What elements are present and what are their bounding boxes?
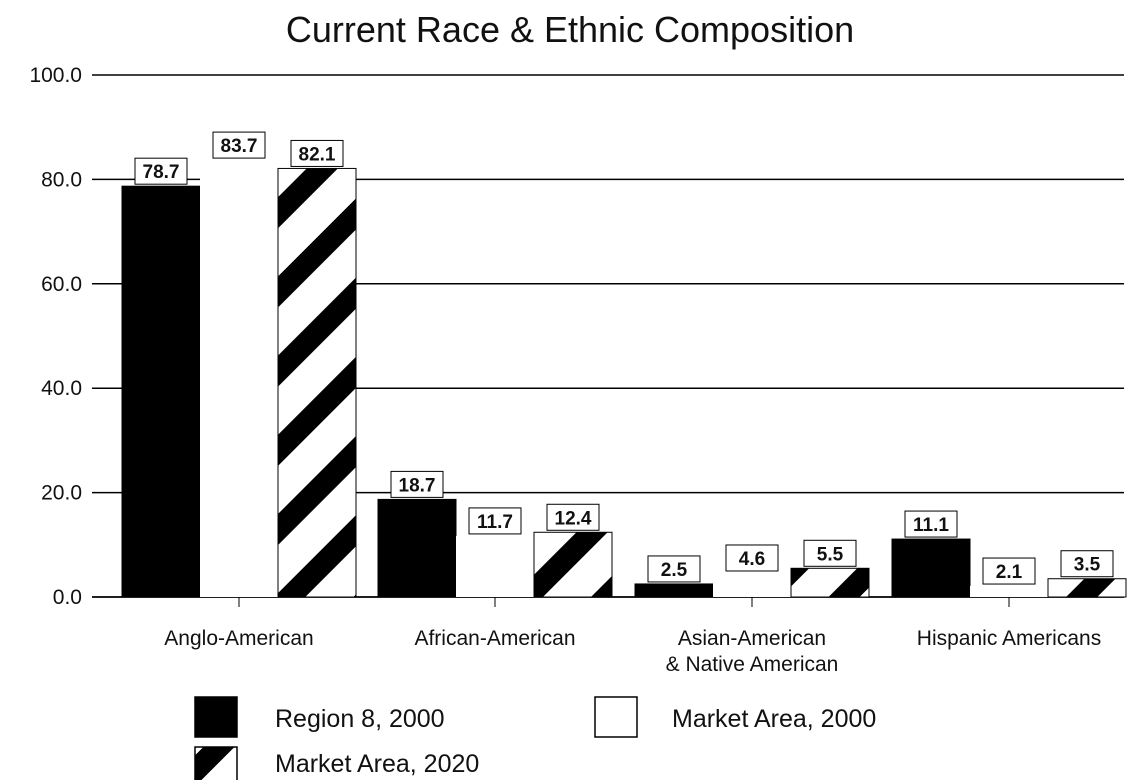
legend: Region 8, 2000 Market Area, 2000 Market Ar… bbox=[194, 696, 876, 780]
y-axis-ticks: 0.0 20.0 40.0 60.0 80.0 100.0 bbox=[29, 64, 82, 609]
data-label: 3.5 bbox=[1074, 555, 1101, 576]
bar-0-1 bbox=[377, 498, 457, 598]
legend-label-1: Market Area, 2000 bbox=[672, 705, 876, 733]
x-axis-categories: Anglo-American African-American Asian-Amer… bbox=[164, 597, 1101, 676]
data-label: 82.1 bbox=[299, 144, 336, 165]
bar-2-0 bbox=[277, 167, 357, 598]
bar-1-3 bbox=[970, 586, 1048, 597]
data-label: 11.7 bbox=[477, 512, 513, 533]
y-tick-label: 60.0 bbox=[41, 273, 82, 296]
data-label-box bbox=[803, 539, 857, 567]
legend-swatch-0 bbox=[194, 696, 238, 738]
data-label: 2.5 bbox=[661, 560, 688, 581]
bar-0-3 bbox=[891, 538, 971, 598]
x-category-label: African-American bbox=[414, 627, 575, 650]
bar-0-0 bbox=[121, 185, 201, 598]
data-label: 12.4 bbox=[555, 508, 592, 529]
data-label-box bbox=[982, 557, 1036, 585]
data-label-box bbox=[725, 544, 779, 572]
chart-title: Current Race & Ethnic Composition bbox=[286, 9, 854, 50]
data-label-box bbox=[290, 139, 344, 167]
data-label-box bbox=[1060, 550, 1114, 578]
data-label: 11.1 bbox=[913, 515, 949, 536]
data-label: 5.5 bbox=[817, 544, 844, 565]
data-label: 2.1 bbox=[996, 562, 1023, 583]
legend-swatch-2 bbox=[194, 746, 238, 780]
y-tick-label: 20.0 bbox=[41, 482, 82, 505]
legend-swatch-1 bbox=[594, 696, 638, 738]
data-label: 78.7 bbox=[143, 162, 180, 183]
data-label: 18.7 bbox=[399, 475, 436, 496]
bar-2-2 bbox=[790, 567, 870, 598]
data-label-box bbox=[212, 131, 266, 159]
legend-label-0: Region 8, 2000 bbox=[275, 705, 445, 733]
bar-2-3 bbox=[1047, 578, 1127, 598]
x-category-label: Asian-American bbox=[678, 627, 826, 650]
y-tick-label: 40.0 bbox=[41, 377, 82, 400]
data-label-box bbox=[390, 470, 444, 498]
legend-label-2: Market Area, 2020 bbox=[275, 750, 479, 778]
y-tick-label: 80.0 bbox=[41, 168, 82, 191]
bar-1-2 bbox=[713, 572, 791, 597]
x-category-label: & Native American bbox=[666, 653, 839, 676]
bars bbox=[121, 160, 1127, 598]
bar-2-1 bbox=[533, 531, 613, 598]
data-label-box bbox=[134, 157, 188, 185]
bar-1-0 bbox=[200, 160, 278, 597]
x-category-label: Anglo-American bbox=[164, 627, 313, 650]
data-label: 4.6 bbox=[739, 549, 765, 570]
bar-0-2 bbox=[634, 583, 714, 598]
bar-1-1 bbox=[456, 535, 534, 597]
y-tick-label: 100.0 bbox=[29, 64, 82, 87]
data-label-box bbox=[904, 510, 958, 538]
data-label-box bbox=[647, 555, 701, 583]
data-labels: 78.7 18.7 2.5 11.1 83.7 11.7 4.6 2.1 82.1 12.4 5.5… bbox=[134, 131, 1114, 585]
x-category-label: Hispanic Americans bbox=[917, 627, 1101, 650]
data-label-box bbox=[468, 507, 522, 535]
data-label-box bbox=[546, 503, 600, 531]
y-tick-label: 0.0 bbox=[53, 586, 82, 609]
data-label: 83.7 bbox=[221, 136, 258, 157]
